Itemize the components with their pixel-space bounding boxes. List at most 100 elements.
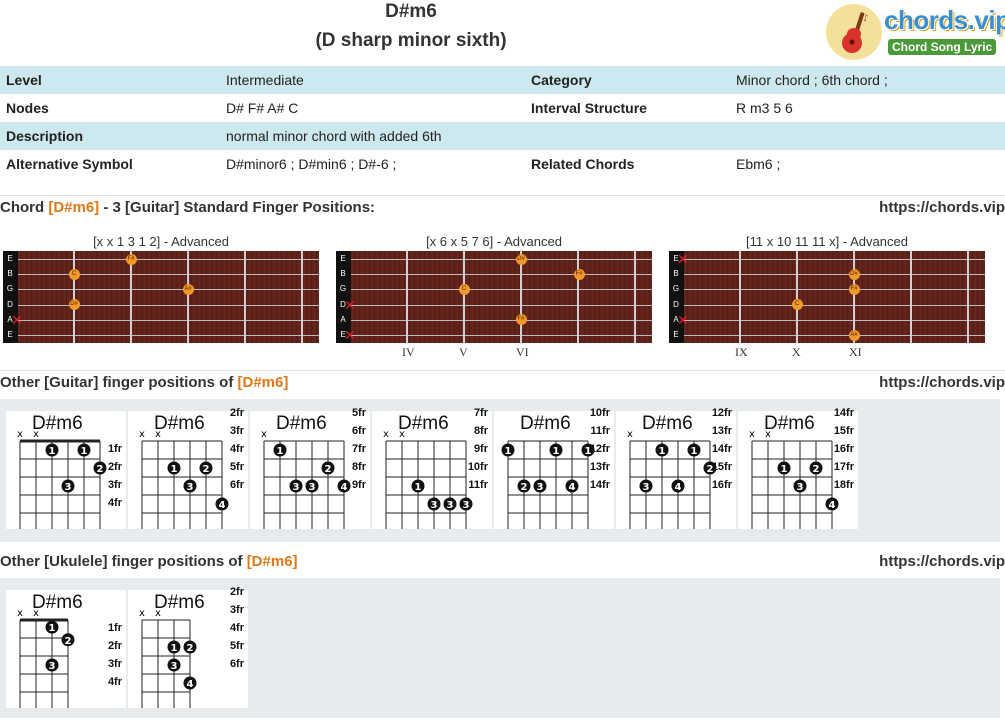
fret-number-label: 17fr <box>833 461 854 473</box>
fret-wire <box>634 251 636 343</box>
finger-number: 2 <box>813 464 820 475</box>
chord-diagram: x x1 234 <box>139 608 197 708</box>
string-label: G <box>6 284 14 294</box>
fret-number-label: 4fr <box>107 676 122 688</box>
finger-number: 3 <box>537 482 544 493</box>
chord-card[interactable]: D#m6 x x 1 2 3 4 2fr 3fr 4fr 5fr 6fr <box>128 586 248 708</box>
fret-number-label: 5fr <box>351 407 366 419</box>
finger-dot <box>639 479 653 493</box>
fret-number-label: 1fr <box>107 443 122 455</box>
heading-text: Other [Ukulele] finger positions of <box>0 553 247 570</box>
finger-number: 1 <box>781 464 788 475</box>
string-label: A <box>340 314 346 324</box>
mute-mark: x <box>749 429 755 440</box>
fret-number-label: 3fr <box>229 425 244 437</box>
fret-number-label: 9fr <box>351 479 366 491</box>
info-key: Level <box>0 66 220 94</box>
fret-wire <box>577 251 579 343</box>
fret-wire <box>520 251 522 343</box>
heading-chord-link[interactable]: [D#m6] <box>237 374 289 391</box>
site-url[interactable]: https://chords.vip <box>879 553 1005 570</box>
finger-number: 1 <box>415 482 422 493</box>
fret-number-label: 8fr <box>473 425 488 437</box>
fret-wire <box>796 251 798 343</box>
guitar-icon: ♪ <box>842 12 869 53</box>
site-url[interactable]: https://chords.vip <box>879 374 1005 391</box>
fret-number-label: 15fr <box>711 461 732 473</box>
guitar-string <box>18 274 319 276</box>
finger-dot <box>777 461 791 475</box>
fret-number-label: 14fr <box>833 407 854 419</box>
finger-number: 4 <box>187 679 194 690</box>
info-key: Description <box>0 122 220 150</box>
fret-number-label: 2fr <box>107 640 122 652</box>
finger-dot <box>517 479 531 493</box>
finger-dot <box>549 443 563 457</box>
finger-number: 1 <box>505 446 512 457</box>
heading-chord-link[interactable]: [D#m6] <box>48 199 100 216</box>
fret-number-label: 8fr <box>351 461 366 473</box>
finger-number: 1 <box>659 446 666 457</box>
chord-card[interactable]: D#m6 x x 1 2 3 4 14fr 15fr 16fr 17fr 18fr <box>738 407 858 529</box>
finger-dot <box>565 479 579 493</box>
chord-card[interactable]: D#m6 x x 1 2 3 1fr 2fr 3fr 4fr <box>6 590 126 708</box>
string-label: G <box>672 284 680 294</box>
fret-numeral: X <box>792 345 801 359</box>
chord-diagram: x x1 234 <box>139 429 229 529</box>
string-label: A <box>7 314 13 324</box>
fret-wire <box>910 251 912 343</box>
mute-mark: ✕ <box>677 251 689 267</box>
finger-dot <box>411 479 425 493</box>
fret-number-label: 2fr <box>229 586 244 598</box>
heading-chord-link[interactable]: [D#m6] <box>246 553 298 570</box>
chord-card[interactable]: D#m6 x x 1 1 2 3 1fr 2fr 3fr 4fr <box>6 411 126 529</box>
site-logo[interactable]: ♪ chords.vip Chord Song Lyric <box>824 3 1005 61</box>
heading-text: Other [Guitar] finger positions of <box>0 374 238 391</box>
finger-number: 1 <box>691 446 698 457</box>
info-value: D# F# A# C <box>226 100 299 116</box>
finger-dot <box>183 640 197 654</box>
string-label: E <box>7 254 13 263</box>
note-dot: F# <box>848 283 860 295</box>
finger-dot <box>167 658 181 672</box>
ukulele-positions-heading: Other [Ukulele] finger positions of [D#m… <box>0 553 298 570</box>
fret-number-label: 10fr <box>589 407 610 419</box>
fret-wire <box>967 251 969 343</box>
finger-dot <box>77 443 91 457</box>
fret-wire <box>244 251 246 343</box>
guitar-string <box>351 335 652 336</box>
info-value: Minor chord ; 6th chord ; <box>730 66 1005 94</box>
fret-number-label: 3fr <box>229 604 244 616</box>
chord-card[interactable]: D#m6 x x 1 2 3 4 2fr 3fr 4fr 5fr 6fr <box>128 407 248 529</box>
info-key: Category <box>525 66 730 94</box>
fret-number-label: 4fr <box>107 497 122 509</box>
fret-number-label: 6fr <box>229 658 244 670</box>
mute-mark: x <box>33 429 39 440</box>
fret-number-label: 6fr <box>229 479 244 491</box>
chord-card[interactable]: D#m6 1 1 1 2 3 4 10fr 11fr 12fr 13fr 14fr <box>494 407 614 529</box>
note-dot: A# <box>182 283 194 295</box>
finger-number: 2 <box>707 464 714 475</box>
info-value <box>730 122 1005 150</box>
info-value: normal minor chord with added 6th <box>220 122 525 150</box>
fret-wire <box>463 251 465 343</box>
site-url[interactable]: https://chords.vip <box>879 199 1005 216</box>
chord-card[interactable]: D#m6 x 1 2 3 3 4 5fr 6fr 7fr 8fr 9fr <box>250 407 370 529</box>
fret-numeral: VI <box>516 345 529 359</box>
chord-title: D#m6 <box>385 1 437 22</box>
chord-card[interactable]: D#m6 x 1 1 2 3 4 12fr 13fr 14fr 15fr 16fr <box>616 407 736 529</box>
mute-mark: x <box>399 429 405 440</box>
fret-numeral: V <box>459 345 468 359</box>
finger-number: 1 <box>585 446 592 457</box>
finger-dot <box>45 658 59 672</box>
chord-card-name: D#m6 <box>276 413 327 434</box>
heading-text: - 3 [Guitar] Standard Finger Positions: <box>99 199 376 216</box>
mute-mark: ✕ <box>344 296 356 313</box>
fret-number-label: 3fr <box>107 658 122 670</box>
fret-number-label: 3fr <box>107 479 122 491</box>
chord-card[interactable]: D#m6 x x 1 3 3 3 7fr 8fr 9fr 10fr 11fr <box>372 407 492 529</box>
fret-numeral: IX <box>735 345 748 359</box>
finger-dot <box>337 479 351 493</box>
string-label: A <box>673 314 679 324</box>
